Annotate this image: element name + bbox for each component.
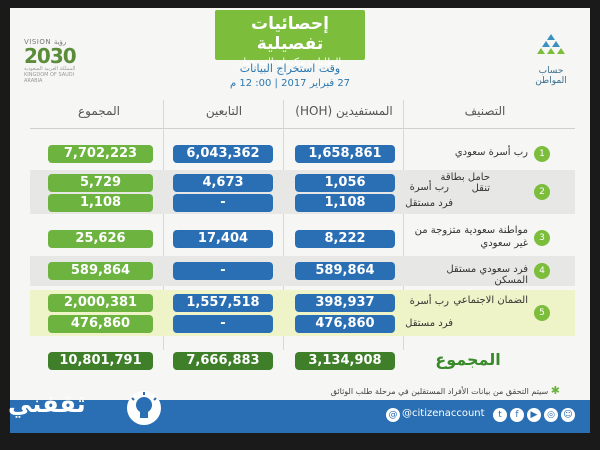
column-divider [163,100,164,350]
lightbulb-icon [127,391,161,425]
dependents-total: 7,666,883 [173,352,273,370]
column-divider [403,100,404,350]
sub-label: رب أسرة [409,182,449,193]
brand-name: ثقفني [8,390,86,418]
column-header-total: المجموع [78,104,120,118]
sub-label: فرد مستقل [405,318,453,329]
social-handle: @citizenaccount [402,408,485,419]
beneficiaries-value: 8,222 [295,230,395,248]
asterisk-icon: ✱ [550,384,560,397]
column-header-dependents: التابعين [205,104,243,118]
total-value: 1,108 [48,194,153,212]
infographic-card: VISION رؤية 2030 المملكة العربية السعودي… [10,8,590,433]
row-label: مواطنة سعودية متزوجة من غير سعودي [414,225,528,249]
page-title: إحصائيات تفصيلية [250,14,329,54]
dependents-value: 6,043,362 [173,145,273,163]
column-header-beneficiaries: المستفيدين (HOH) [295,104,393,118]
total-value: 2,000,381 [48,294,153,312]
beneficiaries-value: 398,937 [295,294,395,312]
sub-label: رب أسرة [409,296,449,307]
extract-info: وقت استخراج البيانات 27 فبراير 2017 | 00… [229,62,351,89]
column-divider [283,100,284,350]
dependents-value: - [173,194,273,212]
dependents-value: 17,404 [173,230,273,248]
totals-label: المجموع [435,350,501,369]
total-value: 476,860 [48,315,153,333]
beneficiaries-value: 589,864 [295,262,395,280]
row-label: حامل بطاقة تنقل [440,172,490,194]
sub-label: فرد مستقل [405,198,453,209]
dependents-value: 1,557,518 [173,294,273,312]
total-value: 589,864 [48,262,153,280]
vision-2030-logo: VISION رؤية 2030 المملكة العربية السعودي… [24,38,77,84]
beneficiaries-value: 1,658,861 [295,145,395,163]
instagram-icon: ◎ [544,408,558,422]
row-number: 2 [534,184,550,200]
beneficiaries-value: 476,860 [295,315,395,333]
row-number: 4 [534,263,550,279]
beneficiaries-value: 1,108 [295,194,395,212]
column-header-classification: التصنيف [464,104,506,118]
header-divider [30,128,575,129]
total-value: 7,702,223 [48,145,153,163]
row-number: 1 [534,146,550,162]
dependents-value: 4,673 [173,174,273,192]
row-number: 5 [534,305,550,321]
grand-total: 10,801,791 [48,352,153,370]
facebook-icon: f [510,408,524,422]
beneficiaries-total: 3,134,908 [295,352,395,370]
snapchat-icon: ☺ [561,408,575,422]
row-label: رب أسرة سعودي [454,147,528,158]
footer-bar: @ @citizenaccount t f ▶ ◎ ☺ [10,400,590,433]
twitter-icon: t [493,408,507,422]
youtube-icon: ▶ [527,408,541,422]
row-label: فرد سعودي مستقل المسكن [446,264,528,286]
watermark-brand: ثقفني [8,386,178,432]
footnote: ✱ سيتم التحقق من بيانات الأفراد المستقلي… [330,384,560,397]
total-value: 25,626 [48,230,153,248]
at-icon: @ [386,408,400,422]
dependents-value: - [173,262,273,280]
dependents-value: - [173,315,273,333]
row-label: الضمان الاجتماعي [453,295,528,306]
citizen-account-logo: حساب المواطن [525,32,577,86]
title-box: إحصائيات تفصيلية الطلبات مكتملة التسجيل [215,10,365,68]
total-value: 5,729 [48,174,153,192]
citizen-logo-icon [537,34,565,54]
row-number: 3 [534,230,550,246]
page-subtitle: الطلبات مكتملة التسجيل [238,57,342,68]
beneficiaries-value: 1,056 [295,174,395,192]
